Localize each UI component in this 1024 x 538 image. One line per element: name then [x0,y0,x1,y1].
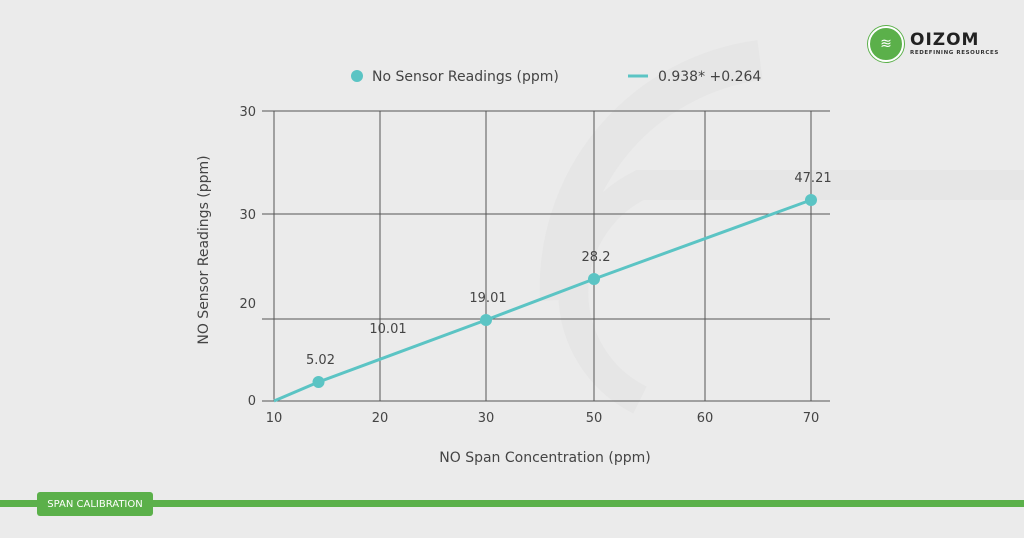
data-label: 5.02 [306,353,335,368]
data-point [805,194,817,206]
legend-label-fit: 0.938* +0.264 [658,69,761,85]
data-point [588,273,600,285]
data-label: 28.2 [582,250,611,265]
data-point [480,314,492,326]
legend-marker-readings [351,70,363,82]
footer-bar [0,500,1024,507]
x-tick-label: 50 [586,411,603,426]
data-label: 47.21 [794,171,831,186]
data-point [312,376,325,388]
x-tick-label: 10 [266,411,283,426]
x-axis-label: NO Span Concentration (ppm) [439,450,650,466]
span-calibration-badge: SPAN CALIBRATION [37,492,153,516]
y-tick-label: 20 [239,297,256,312]
legend: No Sensor Readings (ppm) 0.938* +0.264 [351,69,761,85]
logo-tagline: REDEFINING RESOURCES [910,49,999,56]
data-label: 19.01 [469,291,506,306]
logo-name: OIZOM [910,29,980,50]
y-tick-label: 0 [248,394,256,409]
x-tick-label: 30 [478,411,495,426]
legend-label-readings: No Sensor Readings (ppm) [372,69,559,85]
annotation-label: 10.01 [369,322,406,337]
y-tick-label: 30 [239,208,256,223]
x-tick-label: 70 [803,411,820,426]
x-tick-label: 60 [697,411,714,426]
y-tick-label: 30 [239,105,256,120]
logo-icon: ≋ [868,26,904,62]
x-tick-label: 20 [372,411,389,426]
oizom-logo: ≋ OIZOM REDEFINING RESOURCES [868,26,999,62]
y-axis-label: NO Sensor Readings (ppm) [196,155,212,344]
